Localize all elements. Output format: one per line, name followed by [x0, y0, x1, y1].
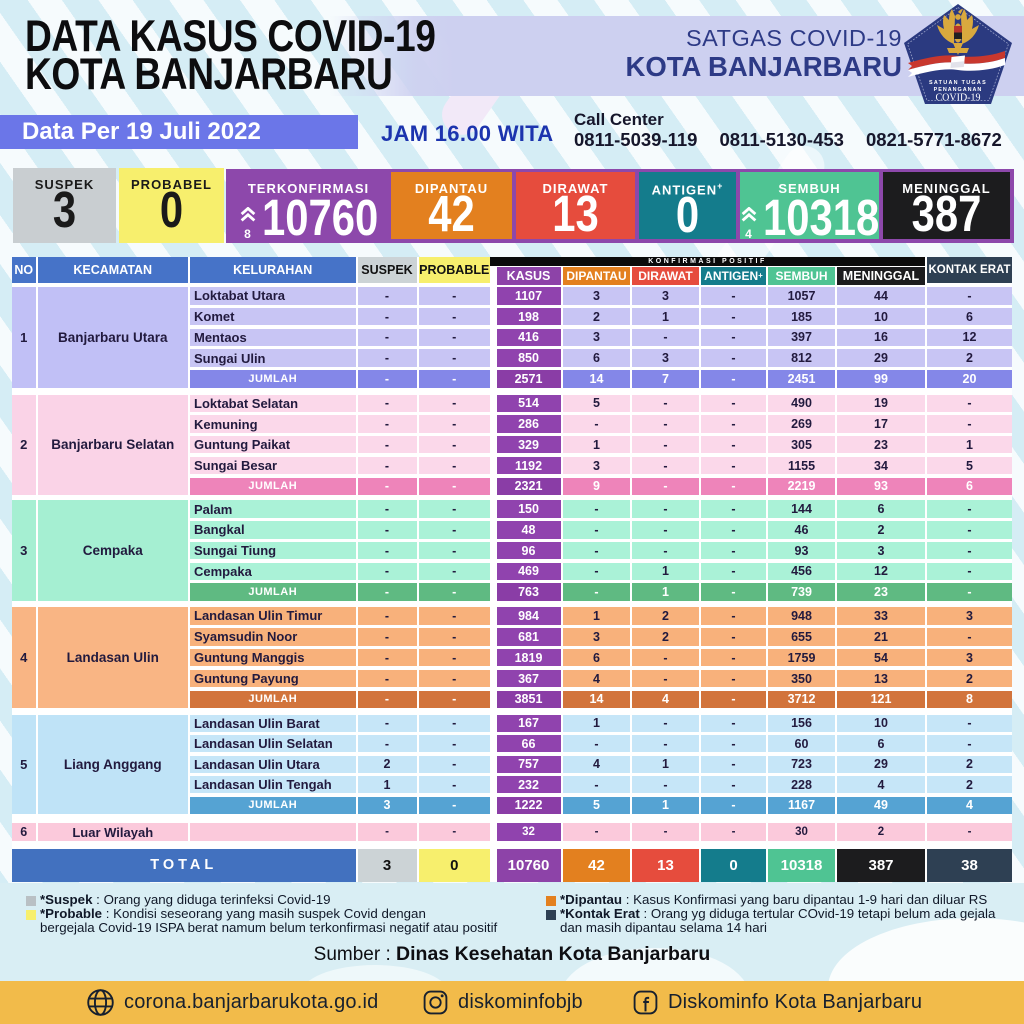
svg-text:PENANGANAN: PENANGANAN: [934, 87, 983, 93]
svg-text:SATUAN TUGAS: SATUAN TUGAS: [929, 80, 987, 86]
svg-text:COVID-19: COVID-19: [936, 93, 981, 104]
